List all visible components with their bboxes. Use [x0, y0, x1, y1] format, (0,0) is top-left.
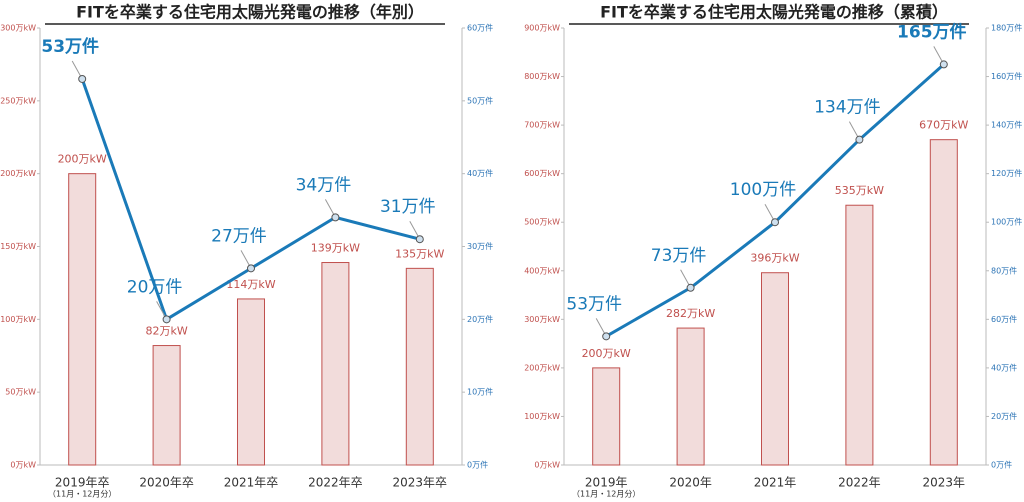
y2-tick-label: 50万件	[467, 95, 493, 105]
point	[415, 235, 424, 244]
x-tick-label: 2020年卒	[139, 476, 194, 490]
line-label: 53万件	[41, 36, 99, 57]
bar-label: 282万kW	[666, 307, 715, 320]
y-tick-label: 800万kW	[524, 72, 560, 81]
bar	[592, 367, 621, 466]
y2-tick-label: 100万件	[991, 217, 1022, 227]
bar	[845, 204, 874, 466]
bar-label: 139万kW	[311, 242, 360, 255]
y2-tick-label: 40万件	[991, 362, 1017, 372]
y2-tick-label: 160万件	[991, 71, 1022, 81]
x-tick-label: 2019年	[585, 476, 628, 490]
point	[331, 213, 340, 222]
y2-tick-label: 40万件	[467, 168, 493, 178]
bar-label: 200万kW	[58, 153, 107, 166]
bar	[321, 262, 350, 466]
line-label: 73万件	[651, 246, 707, 266]
line-label: 100万件	[730, 180, 796, 200]
point	[247, 264, 255, 273]
bar-label: 82万kW	[145, 325, 187, 338]
bar	[236, 298, 266, 466]
x-tick-note: （11月・12月分）	[572, 490, 640, 499]
point	[78, 74, 87, 83]
x-tick-label: 2022年	[838, 476, 881, 490]
y2-tick-label: 120万件	[991, 168, 1022, 178]
bar	[405, 267, 434, 466]
bar	[760, 272, 790, 466]
y2-tick-label: 20万件	[467, 314, 493, 324]
y2-tick-label: 30万件	[467, 241, 493, 251]
y-tick-label: 100万kW	[524, 412, 560, 421]
bar	[676, 327, 705, 466]
y-tick-label: 150万kW	[0, 242, 36, 251]
bar-label: 535万kW	[835, 184, 884, 197]
x-tick-label: 2022年卒	[308, 476, 363, 490]
y-tick-label: 500万kW	[524, 218, 560, 227]
bar	[152, 345, 181, 466]
x-tick-label: 2020年	[669, 476, 712, 490]
point	[602, 332, 611, 341]
line-label: 20万件	[127, 277, 183, 297]
y2-tick-label: 80万件	[991, 265, 1017, 275]
y-tick-label: 50万kW	[5, 388, 36, 397]
y-tick-label: 200万kW	[0, 169, 36, 178]
line-label: 53万件	[566, 294, 622, 314]
y-tick-label: 0万kW	[534, 461, 560, 470]
y2-tick-label: 60万件	[991, 314, 1017, 324]
x-tick-label: 2023年	[923, 476, 966, 490]
line-label: 165万件	[897, 21, 967, 42]
y-tick-label: 900万kW	[524, 24, 560, 33]
bar	[68, 173, 97, 466]
bar	[929, 139, 958, 466]
x-tick-label: 2021年	[754, 476, 797, 490]
point	[162, 315, 171, 324]
bar-label: 396万kW	[750, 252, 799, 265]
y2-tick-label: 0万件	[467, 460, 488, 470]
y-tick-label: 100万kW	[0, 315, 36, 324]
y-tick-label: 300万kW	[0, 24, 36, 33]
x-tick-note: （11月・12月分）	[48, 490, 116, 499]
y-tick-label: 700万kW	[524, 121, 560, 130]
y-tick-label: 300万kW	[524, 315, 560, 324]
y-tick-label: 400万kW	[524, 266, 560, 275]
point	[855, 135, 864, 144]
y2-tick-label: 10万件	[467, 387, 493, 397]
y-tick-label: 0万kW	[10, 461, 36, 470]
line-label: 34万件	[296, 175, 352, 195]
y-tick-label: 200万kW	[524, 363, 560, 372]
line-label: 27万件	[211, 226, 267, 246]
bar-label: 670万kW	[919, 119, 968, 132]
bar-label: 114万kW	[226, 278, 275, 291]
line-label: 134万件	[814, 98, 880, 118]
bar-label: 135万kW	[395, 247, 444, 260]
y2-tick-label: 180万件	[991, 23, 1022, 33]
bar-label: 200万kW	[582, 347, 631, 360]
x-tick-label: 2023年卒	[393, 476, 448, 490]
point	[939, 60, 948, 69]
x-tick-label: 2021年卒	[224, 476, 279, 490]
point	[771, 218, 779, 227]
line-label: 31万件	[380, 197, 436, 217]
chart-title: FITを卒業する住宅用太陽光発電の推移（年別）	[76, 3, 424, 22]
y-tick-label: 250万kW	[0, 96, 36, 105]
point	[686, 283, 695, 292]
chart-title: FITを卒業する住宅用太陽光発電の推移（累積）	[600, 3, 948, 22]
x-tick-label: 2019年卒	[55, 476, 110, 490]
y2-tick-label: 140万件	[991, 120, 1022, 130]
y2-tick-label: 20万件	[991, 411, 1017, 421]
y2-tick-label: 60万件	[467, 23, 493, 33]
y-tick-label: 600万kW	[524, 169, 560, 178]
y2-tick-label: 0万件	[991, 460, 1012, 470]
